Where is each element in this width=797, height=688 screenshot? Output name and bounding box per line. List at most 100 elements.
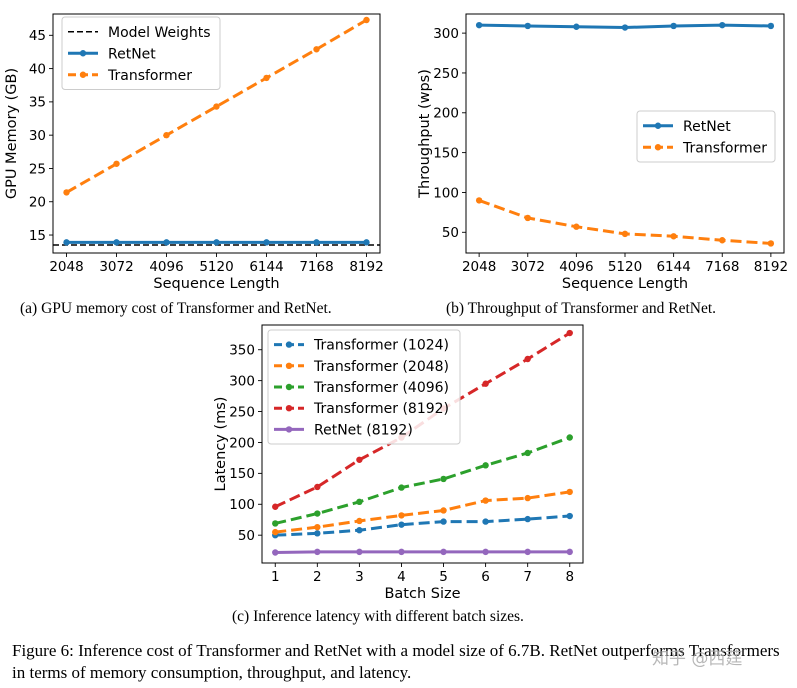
y-tick-label: 200 (433, 106, 459, 122)
y-tick-label: 100 (229, 497, 255, 513)
x-tick-label: 6144 (249, 259, 283, 275)
x-tick-label: 4096 (149, 259, 183, 275)
y-tick-label: 15 (29, 228, 46, 244)
data-point (767, 240, 775, 247)
data-point (767, 22, 775, 30)
x-tick-label: 6144 (656, 259, 690, 275)
data-point (482, 518, 489, 525)
data-point (263, 74, 270, 82)
data-point (272, 549, 279, 556)
data-point (475, 21, 483, 29)
legend-marker (79, 50, 87, 57)
series-line (275, 514, 570, 537)
data-point (621, 24, 629, 31)
x-tick-label: 3072 (511, 259, 545, 275)
series-line (274, 436, 571, 525)
data-point (113, 160, 120, 167)
x-tick-label: 3 (355, 569, 364, 585)
chart-a: 2048 3072 4096 5120 6144 7168 8192 15 20 25 30 35 40… (4, 13, 384, 292)
data-point (440, 548, 447, 556)
y-tick-label: 50 (238, 528, 255, 544)
legend-marker (285, 362, 293, 369)
x-tick-label: 1 (271, 569, 280, 585)
legend-label: Transformer (4096) (313, 380, 449, 396)
data-point (482, 548, 489, 556)
subcaption-b: (b) Throughput of Transformer and RetNet… (446, 300, 717, 317)
y-tick-label: 250 (229, 404, 255, 420)
data-point (314, 510, 321, 517)
plot-frame (52, 13, 381, 254)
x-tick-label: 7168 (705, 259, 739, 275)
data-point (524, 449, 531, 457)
data-point (670, 22, 677, 30)
data-point (272, 520, 279, 527)
legend-box (636, 110, 776, 163)
data-point (475, 197, 483, 204)
data-point (398, 484, 405, 491)
legend-label: Transformer (682, 140, 767, 156)
y-tick-label: 25 (29, 161, 46, 177)
x-tick-label: 6 (481, 569, 490, 585)
y-tick-label: 40 (29, 61, 46, 77)
data-point (719, 21, 726, 29)
legend-label: Transformer (8192) (313, 401, 449, 417)
data-point (621, 230, 629, 238)
subcaption-c: (c) Inference latency with different bat… (232, 608, 524, 625)
y-tick-label: 45 (29, 28, 46, 44)
data-point (524, 494, 531, 502)
x-tick-label: 7 (523, 569, 532, 585)
data-point (356, 548, 363, 556)
data-point (314, 483, 321, 491)
y-tick-label: 100 (433, 185, 459, 201)
figure-caption: Figure 6: Inference cost of Transformer … (12, 641, 780, 682)
data-point (398, 512, 405, 519)
data-point (524, 355, 531, 363)
y-axis-label: Latency (ms) (213, 397, 229, 492)
legend-marker (285, 405, 293, 412)
data-point (482, 380, 489, 387)
data-point (482, 497, 489, 504)
y-tick-label: 150 (433, 145, 459, 161)
legend-label: RetNet (683, 119, 731, 135)
legend-box (61, 16, 221, 90)
y-tick-label: 20 (29, 195, 46, 211)
legend-label: Transformer (107, 68, 192, 84)
x-tick-label: 5120 (608, 259, 642, 275)
legend-label: Transformer (1024) (313, 338, 449, 354)
x-tick-label: 5 (439, 569, 448, 585)
data-point (163, 131, 170, 139)
chart-b: 2048 3072 4096 5120 6144 7168 8192 50 100 150 200 2… (417, 13, 788, 292)
data-point (670, 233, 677, 240)
plot-frame (465, 13, 785, 254)
data-point (524, 515, 531, 523)
data-point (314, 523, 321, 531)
y-tick-label: 200 (229, 435, 255, 451)
data-point (566, 434, 573, 441)
y-tick-label: 300 (229, 373, 255, 389)
legend-label: RetNet (8192) (314, 422, 413, 438)
y-axis-label: Throughput (wps) (417, 69, 433, 199)
legend-marker (285, 426, 293, 433)
data-point (440, 518, 447, 525)
chart-c: 1 2 3 4 5 6 7 8 50 100 150 200 250 300 350 Batch Size La… (213, 324, 584, 602)
plot-frame (261, 324, 584, 564)
y-tick-label: 250 (433, 66, 459, 82)
data-point (63, 189, 70, 196)
y-tick-label: 30 (29, 128, 46, 144)
subcaption-a: (a) GPU memory cost of Transformer and R… (20, 300, 332, 317)
legend-box (267, 329, 461, 445)
y-axis-label: GPU Memory (GB) (4, 68, 20, 199)
x-tick-label: 8 (565, 569, 574, 585)
data-point (356, 527, 363, 534)
legend-marker (285, 383, 293, 391)
data-point (63, 239, 70, 246)
x-tick-label: 2048 (462, 259, 496, 275)
watermark: 知乎 @西莛 (652, 649, 743, 669)
data-point (272, 503, 279, 510)
y-tick-label: 350 (229, 343, 255, 359)
data-point (313, 239, 320, 246)
legend: Transformer (1024) Transformer (2048) Tran… (267, 329, 461, 445)
data-point (356, 517, 363, 525)
y-tick-label: 50 (442, 225, 459, 241)
legend-marker (285, 341, 293, 348)
